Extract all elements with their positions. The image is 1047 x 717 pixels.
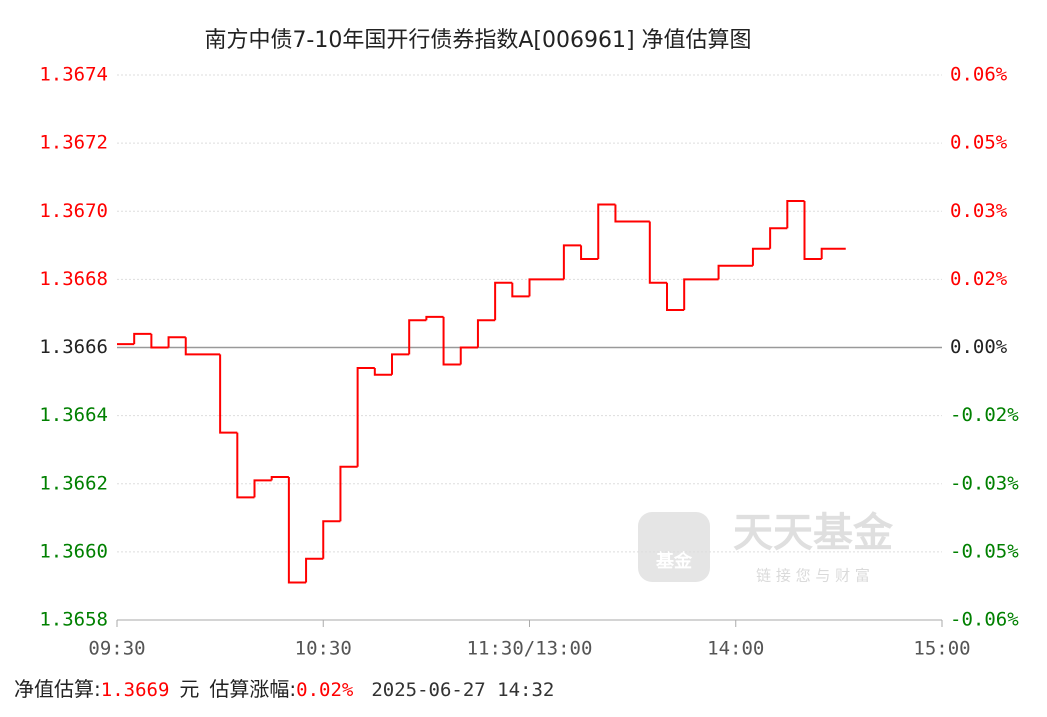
line-step: [236, 432, 255, 499]
watermark-logo-text: 基金: [655, 550, 693, 572]
line-step: [219, 354, 238, 434]
line-step: [511, 282, 530, 298]
line-step: [751, 247, 771, 266]
footer-change: 0.02%: [296, 679, 354, 701]
y2-tick-label: 0.00%: [950, 336, 1008, 358]
line-step: [666, 282, 685, 312]
y2-tick-label: -0.02%: [950, 404, 1019, 426]
line-step: [476, 319, 496, 348]
footer-label: 估算涨幅:: [209, 677, 296, 701]
watermark-logo: [638, 512, 710, 582]
line-step: [305, 557, 324, 583]
line-step: [803, 201, 822, 260]
y-tick-label: 1.3666: [39, 336, 108, 358]
y2-tick-label: -0.03%: [950, 472, 1019, 494]
y2-tick-label: 0.03%: [950, 200, 1008, 222]
line-step: [459, 346, 478, 365]
line-step: [614, 204, 650, 223]
x-tick-label: 10:30: [295, 638, 352, 660]
line-step: [408, 319, 427, 355]
y2-tick-label: 0.05%: [950, 132, 1008, 154]
footer-time: 2025-06-27 14:32: [371, 679, 554, 701]
line-step: [683, 278, 719, 311]
line-step: [425, 315, 444, 321]
line-step: [270, 475, 289, 481]
line-step: [150, 333, 169, 349]
line-step: [494, 281, 513, 321]
line-step: [580, 245, 599, 260]
line-step: [322, 520, 341, 559]
watermark-brand: 天天基金: [733, 510, 894, 556]
y-tick-label: 1.3668: [39, 268, 108, 290]
y-tick-label: 1.3664: [39, 404, 108, 426]
x-tick-label: 09:30: [88, 638, 145, 660]
y2-tick-label: -0.06%: [950, 609, 1019, 631]
x-tick-label: 11:30/13:00: [467, 638, 593, 660]
x-tick-label: 14:00: [707, 638, 764, 660]
line-step: [167, 336, 186, 348]
y-tick-label: 1.3670: [39, 200, 108, 222]
line-step: [184, 337, 221, 356]
line-step: [373, 367, 392, 376]
line-step: [442, 316, 461, 366]
line-step: [717, 264, 753, 280]
watermark: 基金 天天基金 链 接 您 与 财 富: [638, 510, 894, 585]
line-step: [391, 353, 410, 375]
y2-tick-label: -0.05%: [950, 540, 1019, 562]
line-step: [253, 479, 272, 498]
footer-unit: 元: [179, 677, 199, 701]
x-tick-label: 15:00: [913, 638, 970, 660]
footer: 净值估算:1.3669 元估算涨幅:0.02% 2025-06-27 14:32: [14, 677, 554, 701]
line-step: [133, 332, 152, 345]
line-step: [769, 227, 788, 249]
y-tick-label: 1.3658: [39, 609, 108, 631]
line-step: [356, 366, 375, 467]
line-step: [562, 244, 582, 280]
line-step: [648, 221, 667, 284]
footer-nav: 1.3669: [101, 679, 170, 701]
footer-label: 净值估算:: [14, 677, 101, 701]
chart-title: 南方中债7-10年国开行债券指数A[006961] 净值估算图: [204, 28, 751, 53]
y-tick-label: 1.3660: [39, 540, 108, 562]
line-step: [287, 476, 307, 584]
y-tick-label: 1.3662: [39, 472, 108, 494]
y2-tick-label: 0.02%: [950, 268, 1008, 290]
line-step: [786, 200, 805, 229]
y-tick-label: 1.3674: [39, 64, 108, 86]
y2-tick-label: 0.06%: [950, 64, 1008, 86]
line-step: [820, 247, 846, 259]
line-step: [339, 465, 358, 522]
y-tick-label: 1.3672: [39, 132, 108, 154]
line-step: [597, 203, 616, 259]
watermark-slogan: 链 接 您 与 财 富: [756, 567, 870, 585]
line-step: [528, 278, 564, 297]
